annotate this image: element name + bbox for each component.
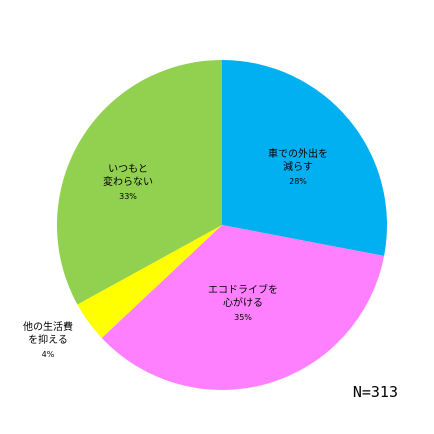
slice-label: 他の生活費を抑える <box>23 320 73 346</box>
slice-label: エコドライブを心がける <box>208 283 278 309</box>
pie-slice <box>77 225 223 338</box>
value-label: 33% <box>119 192 137 201</box>
slice-label-line: エコドライブを <box>208 283 278 296</box>
pie-slice <box>222 60 387 256</box>
slice-label-line: 他の生活費 <box>23 320 73 333</box>
pie-slice <box>101 225 385 390</box>
slice-label: 車での外出を減らす <box>268 147 328 173</box>
slice-label-line: 車での外出を <box>268 147 328 160</box>
slice-label-line: いつもと <box>108 163 148 175</box>
slice-label-line: を抑える <box>28 334 68 346</box>
slice-label-line: 心がける <box>223 296 263 309</box>
slice-label-line: 変わらない <box>103 175 153 188</box>
value-label: 4% <box>42 350 55 359</box>
value-label: 28% <box>289 177 307 186</box>
value-label: 35% <box>234 313 252 322</box>
sample-size: N=313 <box>353 383 398 401</box>
pie-slice <box>57 60 222 305</box>
slice-label-line: 減らす <box>283 160 313 173</box>
slice-label: いつもと変わらない <box>103 163 153 188</box>
